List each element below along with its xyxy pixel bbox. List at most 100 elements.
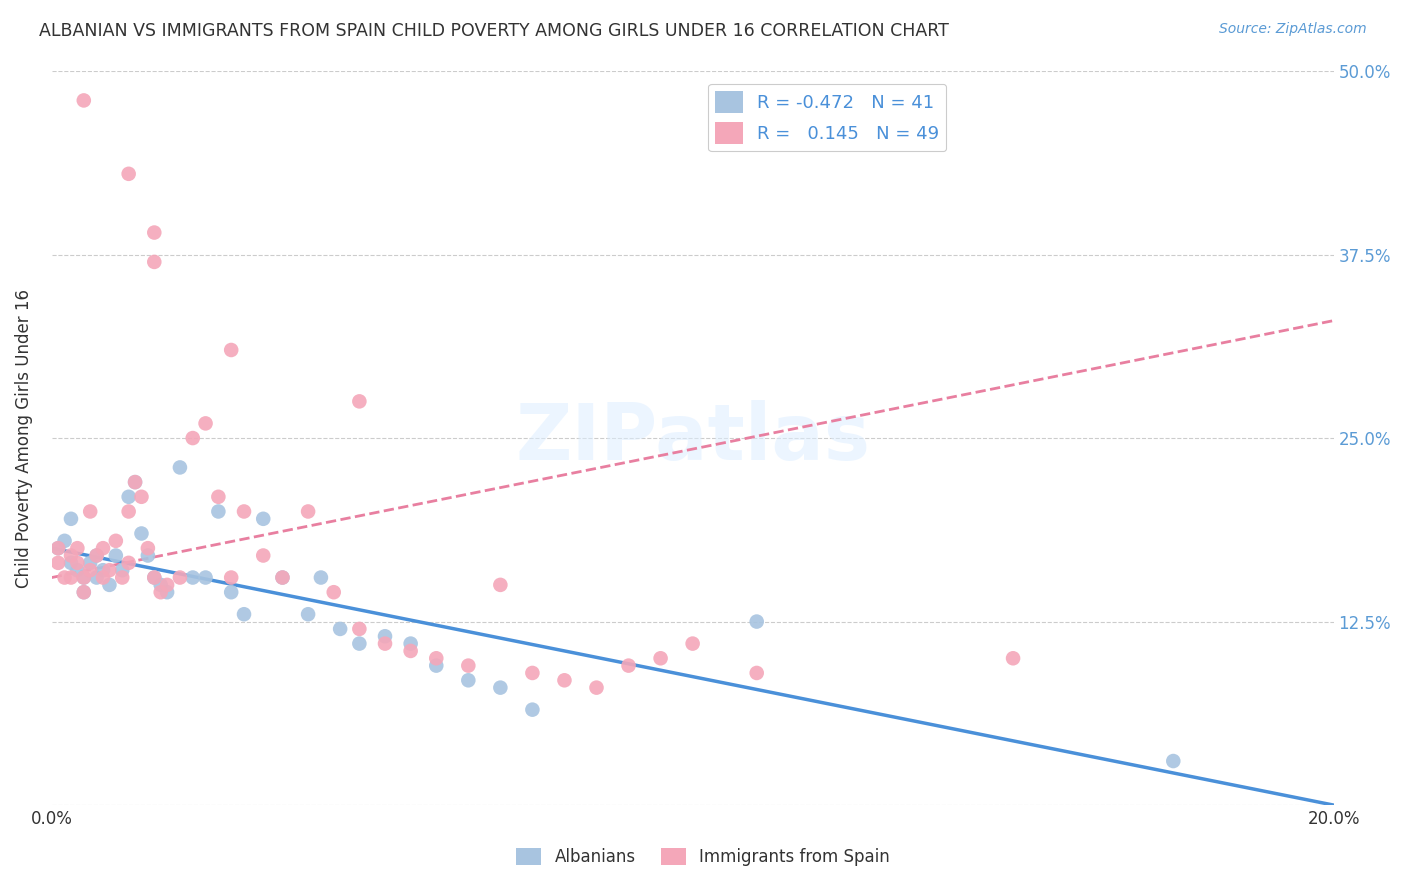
Point [59, 556, 82, 570]
Point [79, 563, 101, 577]
Point [104, 549, 127, 563]
Point [181, 431, 204, 445]
Point [329, 622, 352, 636]
Point [143, 570, 166, 584]
Point [131, 490, 153, 504]
Point [46, 541, 69, 556]
Point [650, 651, 672, 665]
Point [111, 563, 134, 577]
Text: Source: ZipAtlas.com: Source: ZipAtlas.com [1219, 22, 1367, 37]
Point [1161, 754, 1184, 768]
Point [169, 460, 191, 475]
Point [124, 475, 146, 489]
Point [1002, 651, 1025, 665]
Point [617, 658, 640, 673]
Point [73, 585, 96, 599]
Point [66, 556, 89, 570]
Point [297, 607, 319, 622]
Point [322, 585, 344, 599]
Point [425, 651, 447, 665]
Point [73, 570, 96, 584]
Point [522, 703, 544, 717]
Point [682, 637, 704, 651]
Point [271, 570, 294, 584]
Point [489, 681, 512, 695]
Point [374, 637, 396, 651]
Text: ALBANIAN VS IMMIGRANTS FROM SPAIN CHILD POVERTY AMONG GIRLS UNDER 16 CORRELATION: ALBANIAN VS IMMIGRANTS FROM SPAIN CHILD … [39, 22, 949, 40]
Point [131, 526, 153, 541]
Point [143, 255, 166, 269]
Point [489, 578, 512, 592]
Point [73, 94, 96, 108]
Point [233, 607, 256, 622]
Point [457, 673, 479, 688]
Point [98, 578, 121, 592]
Point [59, 549, 82, 563]
Point [399, 637, 422, 651]
Point [79, 504, 101, 518]
Point [91, 541, 114, 556]
Point [233, 504, 256, 518]
Point [149, 585, 172, 599]
Point [207, 490, 229, 504]
Point [86, 549, 108, 563]
Point [91, 570, 114, 584]
Point [457, 658, 479, 673]
Text: ZIPatlas: ZIPatlas [515, 401, 870, 476]
Point [309, 570, 332, 584]
Point [59, 570, 82, 584]
Point [207, 504, 229, 518]
Point [156, 578, 179, 592]
Point [143, 570, 166, 584]
Point [136, 549, 159, 563]
Point [143, 226, 166, 240]
Point [522, 665, 544, 680]
Point [118, 490, 141, 504]
Legend: Albanians, Immigrants from Spain: Albanians, Immigrants from Spain [509, 841, 897, 873]
Point [46, 541, 69, 556]
Point [219, 343, 242, 357]
Point [399, 644, 422, 658]
Point [349, 622, 371, 636]
Point [118, 167, 141, 181]
Point [66, 563, 89, 577]
Point [745, 665, 768, 680]
Point [136, 541, 159, 556]
Point [91, 563, 114, 577]
Point [73, 585, 96, 599]
Point [194, 570, 217, 584]
Point [194, 417, 217, 431]
Point [59, 512, 82, 526]
Point [73, 570, 96, 584]
Point [53, 570, 76, 584]
Point [745, 615, 768, 629]
Point [156, 585, 179, 599]
Point [86, 549, 108, 563]
Point [124, 475, 146, 489]
Point [169, 570, 191, 584]
Point [553, 673, 575, 688]
Point [219, 570, 242, 584]
Point [425, 658, 447, 673]
Point [349, 637, 371, 651]
Point [79, 556, 101, 570]
Point [118, 504, 141, 518]
Y-axis label: Child Poverty Among Girls Under 16: Child Poverty Among Girls Under 16 [15, 289, 32, 588]
Point [271, 570, 294, 584]
Point [66, 541, 89, 556]
Point [111, 570, 134, 584]
Point [349, 394, 371, 409]
Legend: R = -0.472   N = 41, R =   0.145   N = 49: R = -0.472 N = 41, R = 0.145 N = 49 [709, 84, 946, 152]
Point [104, 533, 127, 548]
Point [118, 556, 141, 570]
Point [252, 512, 274, 526]
Point [98, 563, 121, 577]
Point [53, 533, 76, 548]
Point [374, 629, 396, 643]
Point [585, 681, 607, 695]
Point [46, 556, 69, 570]
Point [219, 585, 242, 599]
Point [149, 578, 172, 592]
Point [297, 504, 319, 518]
Point [181, 570, 204, 584]
